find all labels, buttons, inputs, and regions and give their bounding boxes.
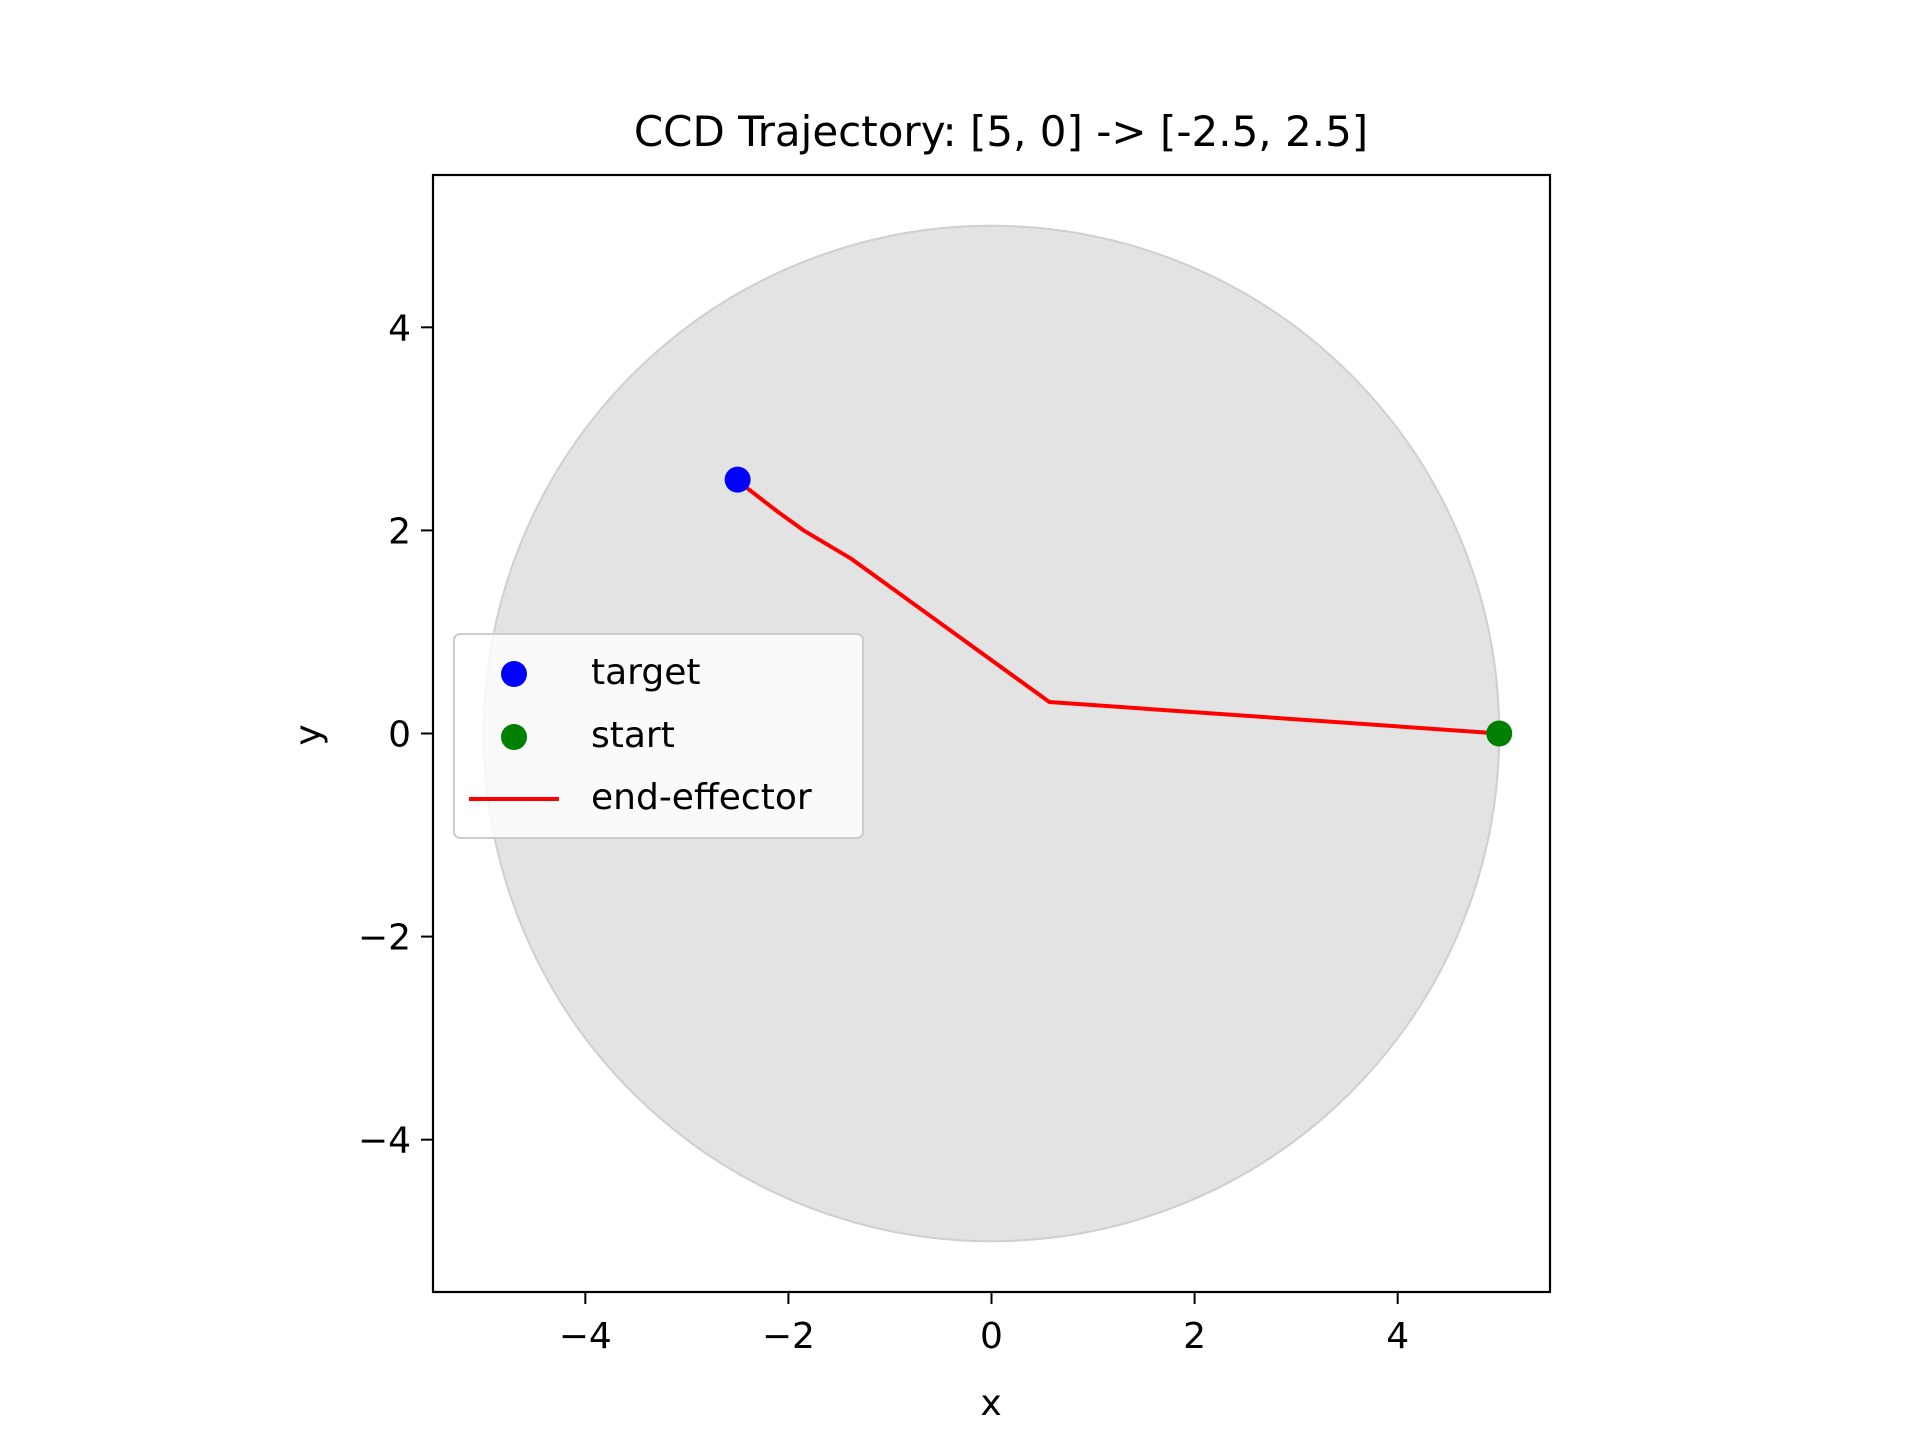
x-axis-label: x — [980, 1383, 1001, 1424]
x-axis-ticks: −4 −2 0 2 4 — [559, 1292, 1409, 1357]
legend-label-end-effector: end-effector — [591, 777, 812, 818]
legend: target start end-effector — [453, 633, 864, 839]
legend-box — [453, 633, 864, 839]
y-tick-label: −2 — [358, 918, 411, 959]
plot-area — [431, 173, 1552, 1294]
data-point-start — [1486, 720, 1513, 747]
y-axis-ticks: −4 −2 0 2 4 — [358, 308, 433, 1162]
x-tick-label: −2 — [762, 1316, 815, 1357]
series-layer — [724, 466, 1513, 747]
legend-marker-start — [501, 724, 527, 750]
series-line-end-effector — [740, 482, 1502, 736]
y-tick-label: 4 — [388, 308, 411, 349]
x-tick-label: 4 — [1386, 1316, 1409, 1357]
x-tick-label: −4 — [559, 1316, 612, 1357]
legend-marker-target — [501, 661, 527, 687]
x-tick-label: 0 — [980, 1316, 1003, 1357]
chart-title: CCD Trajectory: [5, 0] -> [-2.5, 2.5] — [634, 107, 1368, 156]
legend-label-start: start — [591, 715, 675, 756]
y-tick-label: −4 — [358, 1121, 411, 1162]
x-tick-label: 2 — [1183, 1316, 1206, 1357]
y-tick-label: 0 — [388, 715, 411, 756]
y-axis-label: y — [288, 724, 329, 745]
data-point-target — [724, 466, 751, 493]
y-tick-label: 2 — [388, 511, 411, 552]
legend-label-target: target — [591, 652, 700, 693]
